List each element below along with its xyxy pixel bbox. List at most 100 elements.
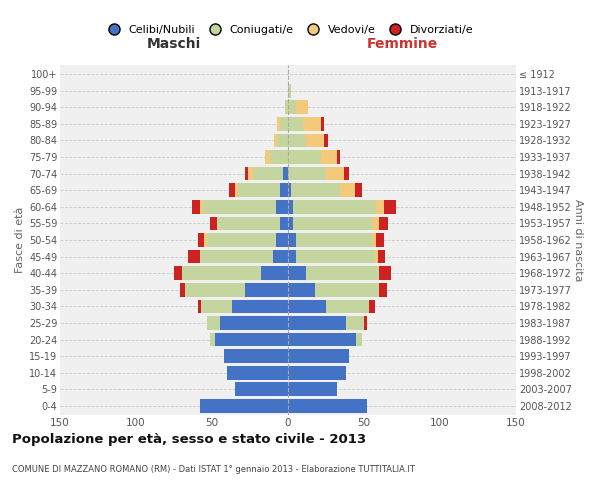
- Bar: [377, 250, 385, 264]
- Bar: [280, 184, 288, 197]
- Text: Femmine: Femmine: [367, 37, 437, 51]
- Bar: [200, 399, 288, 412]
- Bar: [185, 283, 245, 296]
- Bar: [208, 233, 276, 247]
- Bar: [205, 233, 208, 247]
- Bar: [224, 350, 288, 363]
- Bar: [232, 300, 288, 313]
- Bar: [283, 167, 288, 180]
- Bar: [325, 134, 328, 147]
- Bar: [288, 100, 296, 114]
- Bar: [293, 216, 371, 230]
- Bar: [211, 216, 217, 230]
- Bar: [356, 332, 362, 346]
- Bar: [276, 200, 288, 213]
- Bar: [202, 300, 232, 313]
- Bar: [199, 300, 202, 313]
- Bar: [260, 266, 288, 280]
- Bar: [322, 117, 325, 130]
- Bar: [303, 117, 322, 130]
- Bar: [200, 250, 273, 264]
- Bar: [384, 200, 396, 213]
- Bar: [316, 283, 379, 296]
- Bar: [285, 100, 288, 114]
- Bar: [200, 200, 203, 213]
- Bar: [203, 200, 276, 213]
- Bar: [364, 316, 367, 330]
- Bar: [280, 216, 288, 230]
- Bar: [322, 150, 337, 164]
- Bar: [288, 216, 293, 230]
- Bar: [344, 167, 349, 180]
- Bar: [188, 250, 200, 264]
- Bar: [379, 283, 387, 296]
- Bar: [293, 200, 376, 213]
- Bar: [265, 150, 270, 164]
- Bar: [288, 316, 346, 330]
- Bar: [270, 150, 288, 164]
- Y-axis label: Fasce di età: Fasce di età: [14, 207, 25, 273]
- Bar: [273, 250, 288, 264]
- Bar: [296, 233, 371, 247]
- Bar: [245, 283, 288, 296]
- Bar: [280, 117, 288, 130]
- Bar: [192, 200, 200, 213]
- Text: Maschi: Maschi: [147, 37, 201, 51]
- Bar: [288, 266, 306, 280]
- Bar: [379, 266, 391, 280]
- Bar: [296, 250, 374, 264]
- Bar: [296, 100, 308, 114]
- Bar: [182, 266, 260, 280]
- Text: COMUNE DI MAZZANO ROMANO (RM) - Dati ISTAT 1° gennaio 2013 - Elaborazione TUTTIT: COMUNE DI MAZZANO ROMANO (RM) - Dati IST…: [12, 465, 415, 474]
- Bar: [238, 184, 280, 197]
- Bar: [288, 117, 303, 130]
- Bar: [288, 84, 291, 98]
- Bar: [376, 200, 384, 213]
- Bar: [217, 216, 280, 230]
- Bar: [276, 233, 288, 247]
- Bar: [355, 184, 362, 197]
- Bar: [235, 184, 238, 197]
- Bar: [326, 300, 368, 313]
- Bar: [211, 332, 215, 346]
- Legend: Celibi/Nubili, Coniugati/e, Vedovi/e, Divorziati/e: Celibi/Nubili, Coniugati/e, Vedovi/e, Di…: [103, 25, 473, 35]
- Bar: [229, 184, 235, 197]
- Bar: [288, 134, 306, 147]
- Text: Popolazione per età, sesso e stato civile - 2013: Popolazione per età, sesso e stato civil…: [12, 432, 366, 446]
- Bar: [288, 283, 316, 296]
- Bar: [227, 366, 288, 380]
- Bar: [306, 266, 379, 280]
- Bar: [235, 382, 288, 396]
- Bar: [288, 350, 349, 363]
- Bar: [174, 266, 182, 280]
- Bar: [288, 250, 296, 264]
- Bar: [245, 167, 248, 180]
- Bar: [288, 300, 326, 313]
- Bar: [374, 250, 377, 264]
- Bar: [346, 316, 364, 330]
- Bar: [277, 117, 280, 130]
- Bar: [220, 316, 288, 330]
- Bar: [288, 233, 296, 247]
- Bar: [288, 150, 322, 164]
- Bar: [215, 332, 288, 346]
- Bar: [376, 233, 384, 247]
- Bar: [288, 200, 293, 213]
- Bar: [379, 216, 388, 230]
- Bar: [288, 382, 337, 396]
- Bar: [208, 316, 220, 330]
- Bar: [288, 332, 356, 346]
- Bar: [371, 233, 376, 247]
- Bar: [291, 184, 340, 197]
- Bar: [337, 150, 340, 164]
- Bar: [340, 184, 355, 197]
- Bar: [288, 399, 367, 412]
- Bar: [306, 134, 325, 147]
- Bar: [253, 167, 283, 180]
- Bar: [288, 184, 291, 197]
- Y-axis label: Anni di nascita: Anni di nascita: [573, 198, 583, 281]
- Bar: [248, 167, 253, 180]
- Bar: [288, 167, 326, 180]
- Bar: [371, 216, 379, 230]
- Bar: [274, 134, 277, 147]
